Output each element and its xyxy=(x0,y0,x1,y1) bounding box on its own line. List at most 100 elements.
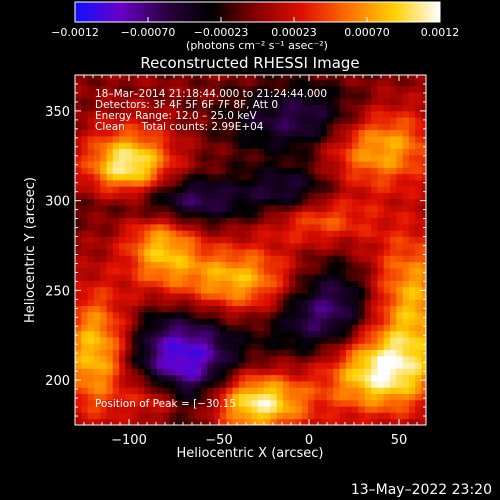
heatmap-cell xyxy=(131,406,139,413)
heatmap-cell xyxy=(333,192,340,200)
heatmap-cell xyxy=(207,92,214,99)
heatmap-cell xyxy=(175,418,183,425)
heatmap-cell xyxy=(408,368,416,376)
heatmap-cell xyxy=(276,280,284,288)
heatmap-cell xyxy=(175,167,183,175)
heatmap-cell xyxy=(396,368,403,376)
heatmap-cell xyxy=(408,92,416,99)
heatmap-cell xyxy=(219,198,227,206)
heatmap-cell xyxy=(270,349,277,357)
heatmap-cell xyxy=(396,261,403,269)
heatmap-cell xyxy=(301,167,309,175)
heatmap-cell xyxy=(402,311,410,319)
heatmap-cell xyxy=(87,267,95,275)
heatmap-cell xyxy=(364,110,372,118)
heatmap-cell xyxy=(156,293,164,300)
heatmap-cell xyxy=(402,286,410,294)
heatmap-cell xyxy=(333,249,340,256)
heatmap-cell xyxy=(188,192,196,200)
heatmap-cell xyxy=(333,148,340,156)
heatmap-cell xyxy=(295,167,303,175)
heatmap-cell xyxy=(150,98,158,106)
heatmap-cell xyxy=(421,242,426,250)
heatmap-cell xyxy=(87,305,95,313)
heatmap-cell xyxy=(182,161,189,168)
heatmap-cell xyxy=(119,249,126,256)
heatmap-cell xyxy=(182,399,189,407)
heatmap-cell xyxy=(226,406,233,413)
heatmap-cell xyxy=(150,381,158,388)
heatmap-cell xyxy=(93,230,101,237)
heatmap-cell xyxy=(207,242,214,250)
heatmap-cell xyxy=(163,343,170,351)
heatmap-cell xyxy=(169,173,177,181)
heatmap-cell xyxy=(201,242,208,250)
heatmap-cell xyxy=(390,236,397,244)
heatmap-cell xyxy=(75,148,82,156)
heatmap-cell xyxy=(238,236,246,244)
heatmap-cell xyxy=(182,205,189,212)
heatmap-cell xyxy=(333,274,340,281)
heatmap-cell xyxy=(75,349,82,357)
heatmap-cell xyxy=(276,311,284,319)
heatmap-cell xyxy=(150,393,158,401)
heatmap-cell xyxy=(100,374,107,382)
heatmap-cell xyxy=(383,387,391,394)
y-tick-label: 200 xyxy=(45,374,70,389)
heatmap-cell xyxy=(219,368,227,376)
heatmap-cell xyxy=(81,374,88,382)
heatmap-cell xyxy=(75,75,82,80)
heatmap-cell xyxy=(100,129,107,137)
heatmap-cell xyxy=(408,154,416,162)
heatmap-cell xyxy=(396,349,403,357)
heatmap-cell xyxy=(251,242,259,250)
heatmap-cell xyxy=(75,242,82,250)
heatmap-cell xyxy=(371,406,378,413)
heatmap-cell xyxy=(182,180,189,187)
heatmap-cell xyxy=(282,305,290,313)
heatmap-cell xyxy=(352,412,359,420)
heatmap-cell xyxy=(264,230,271,237)
heatmap-cell xyxy=(81,267,88,275)
heatmap-cell xyxy=(289,399,296,407)
heatmap-cell xyxy=(119,387,126,394)
heatmap-cell xyxy=(314,343,322,351)
heatmap-cell xyxy=(396,136,403,143)
heatmap-cell xyxy=(163,136,170,143)
heatmap-cell xyxy=(163,154,170,162)
heatmap-cell xyxy=(264,148,271,156)
heatmap-cell xyxy=(352,418,359,425)
heatmap-cell xyxy=(75,381,82,388)
heatmap-cell xyxy=(81,117,88,124)
heatmap-cell xyxy=(396,129,403,137)
heatmap-cell xyxy=(150,305,158,313)
heatmap-cell xyxy=(408,274,416,281)
heatmap-cell xyxy=(390,98,397,106)
heatmap-cell xyxy=(308,311,315,319)
heatmap-cell xyxy=(144,330,151,338)
heatmap-cell xyxy=(352,104,359,112)
heatmap-cell xyxy=(308,299,315,307)
heatmap-cell xyxy=(87,349,95,357)
heatmap-cell xyxy=(219,192,227,200)
heatmap-cell xyxy=(333,324,340,332)
heatmap-cell xyxy=(282,236,290,244)
heatmap-cell xyxy=(320,142,328,149)
heatmap-cell xyxy=(339,349,347,357)
heatmap-cell xyxy=(421,142,426,149)
heatmap-cell xyxy=(144,355,151,363)
heatmap-cell xyxy=(232,136,240,143)
heatmap-cell xyxy=(339,362,347,369)
heatmap-cell xyxy=(314,148,322,156)
heatmap-cell xyxy=(352,362,359,369)
heatmap-cell xyxy=(175,79,183,87)
heatmap-cell xyxy=(333,311,340,319)
heatmap-cell xyxy=(270,192,277,200)
heatmap-cell xyxy=(75,399,82,407)
heatmap-cell xyxy=(144,286,151,294)
heatmap-cell xyxy=(87,374,95,382)
heatmap-cell xyxy=(345,387,353,394)
heatmap-cell xyxy=(364,318,372,325)
heatmap-cell xyxy=(201,192,208,200)
heatmap-cell xyxy=(106,343,114,351)
